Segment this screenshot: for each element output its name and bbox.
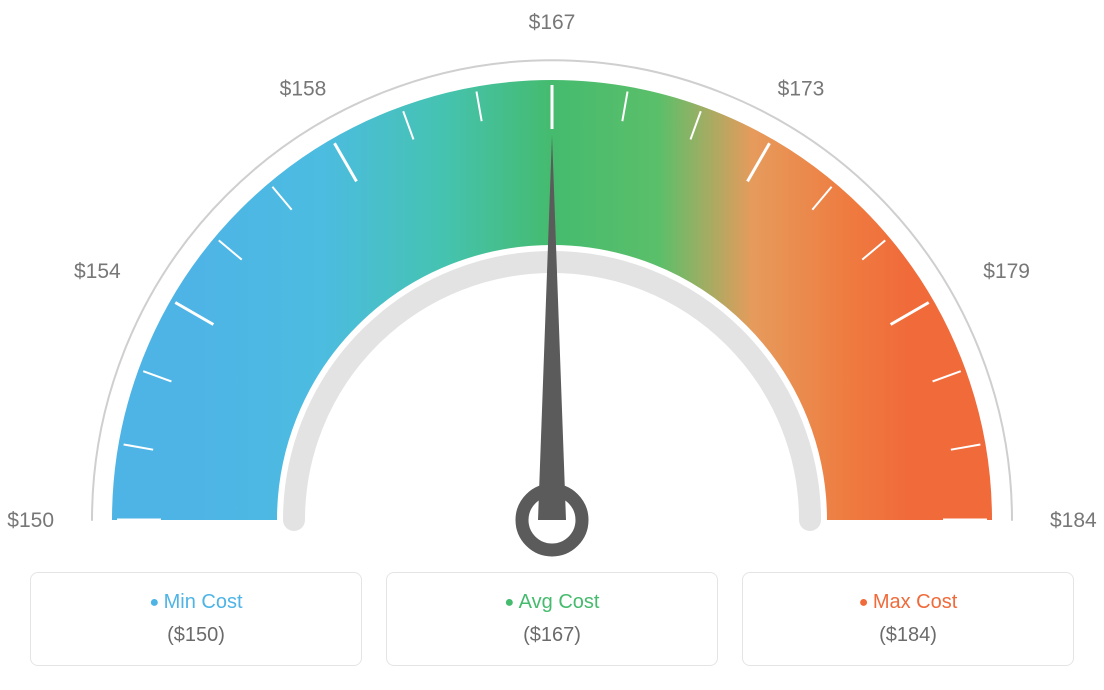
cost-gauge: $150 $154 $158 $167 $173 $179 $184 xyxy=(0,0,1104,560)
legend-row: Min Cost ($150) Avg Cost ($167) Max Cost… xyxy=(0,560,1104,666)
gauge-tick-label: $179 xyxy=(983,260,1030,283)
gauge-tick-label: $173 xyxy=(778,78,825,101)
gauge-tick-label: $154 xyxy=(74,260,121,283)
gauge-svg: $150 $154 $158 $167 $173 $179 $184 xyxy=(0,0,1104,560)
gauge-tick-label: $184 xyxy=(1050,509,1097,532)
gauge-tick-label: $150 xyxy=(7,509,54,532)
legend-min-box: Min Cost ($150) xyxy=(30,572,362,666)
legend-min-label: Min Cost xyxy=(43,591,349,614)
legend-avg-label: Avg Cost xyxy=(399,591,705,614)
legend-min-value: ($150) xyxy=(43,624,349,647)
legend-max-box: Max Cost ($184) xyxy=(742,572,1074,666)
legend-avg-box: Avg Cost ($167) xyxy=(386,572,718,666)
legend-max-value: ($184) xyxy=(755,624,1061,647)
gauge-tick-label: $167 xyxy=(529,11,576,34)
legend-avg-value: ($167) xyxy=(399,624,705,647)
legend-max-label: Max Cost xyxy=(755,591,1061,614)
gauge-tick-label: $158 xyxy=(280,78,327,101)
